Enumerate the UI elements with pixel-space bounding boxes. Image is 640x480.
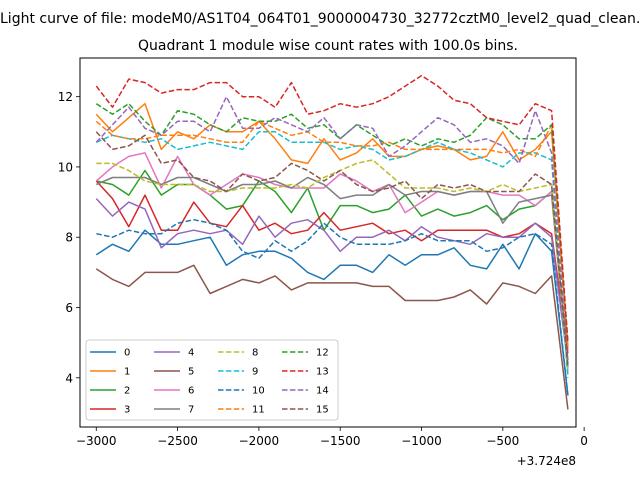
legend-label-10: 10 (252, 386, 265, 397)
legend-label-0: 0 (124, 348, 130, 359)
x-tick-label: −1000 (401, 434, 442, 448)
figure-suptitle: Light curve of file: modeM0/AS1T04_064T0… (0, 11, 640, 27)
legend-label-13: 13 (316, 367, 329, 378)
legend-label-7: 7 (188, 405, 194, 416)
x-tick-label: 0 (580, 434, 588, 448)
legend-label-5: 5 (188, 367, 194, 378)
x-offset-label: +3.724e8 (517, 454, 576, 468)
legend-label-12: 12 (316, 348, 329, 359)
legend-label-8: 8 (252, 348, 258, 359)
legend-label-6: 6 (188, 386, 194, 397)
series-line-12 (95, 102, 569, 343)
legend-label-15: 15 (316, 405, 329, 416)
legend-label-1: 1 (124, 367, 130, 378)
y-tick-label: 4 (65, 371, 73, 385)
series-line-5 (95, 264, 569, 410)
x-tick-label: −3000 (76, 434, 117, 448)
series-layer (95, 74, 569, 410)
series-line-10 (96, 218, 569, 396)
series-line-0 (95, 229, 569, 396)
y-tick-label: 6 (65, 301, 73, 315)
legend-label-14: 14 (316, 386, 329, 397)
x-tick-label: −2000 (239, 434, 280, 448)
x-tick-label: −500 (486, 434, 519, 448)
x-tick-label: −2500 (157, 434, 198, 448)
y-tick-label: 8 (65, 231, 73, 245)
x-tick-label: −1500 (320, 434, 361, 448)
y-tick-label: 10 (58, 160, 73, 174)
series-line-13 (95, 74, 569, 343)
legend-label-9: 9 (252, 367, 258, 378)
plot-frame (79, 57, 577, 428)
series-line-7 (96, 176, 569, 368)
series-line-15 (95, 131, 569, 368)
legend-frame (85, 339, 339, 421)
legend-label-2: 2 (124, 386, 130, 397)
series-line-9 (96, 131, 569, 378)
legend-label-4: 4 (188, 348, 194, 359)
x-axis: −3000 −2500 −2000 −1500 −1000 −500 0 (76, 427, 588, 448)
series-line-4 (95, 198, 569, 364)
series-line-8 (96, 159, 569, 375)
legend-label-3: 3 (124, 405, 130, 416)
y-tick-label: 12 (58, 90, 73, 104)
y-axis: 4 6 8 10 12 (58, 90, 80, 385)
series-line-2 (96, 169, 569, 361)
legend-label-11: 11 (252, 405, 265, 416)
chart-title: Quadrant 1 module wise count rates with … (138, 38, 518, 54)
series-line-1 (95, 102, 569, 350)
series-line-3 (95, 180, 569, 354)
